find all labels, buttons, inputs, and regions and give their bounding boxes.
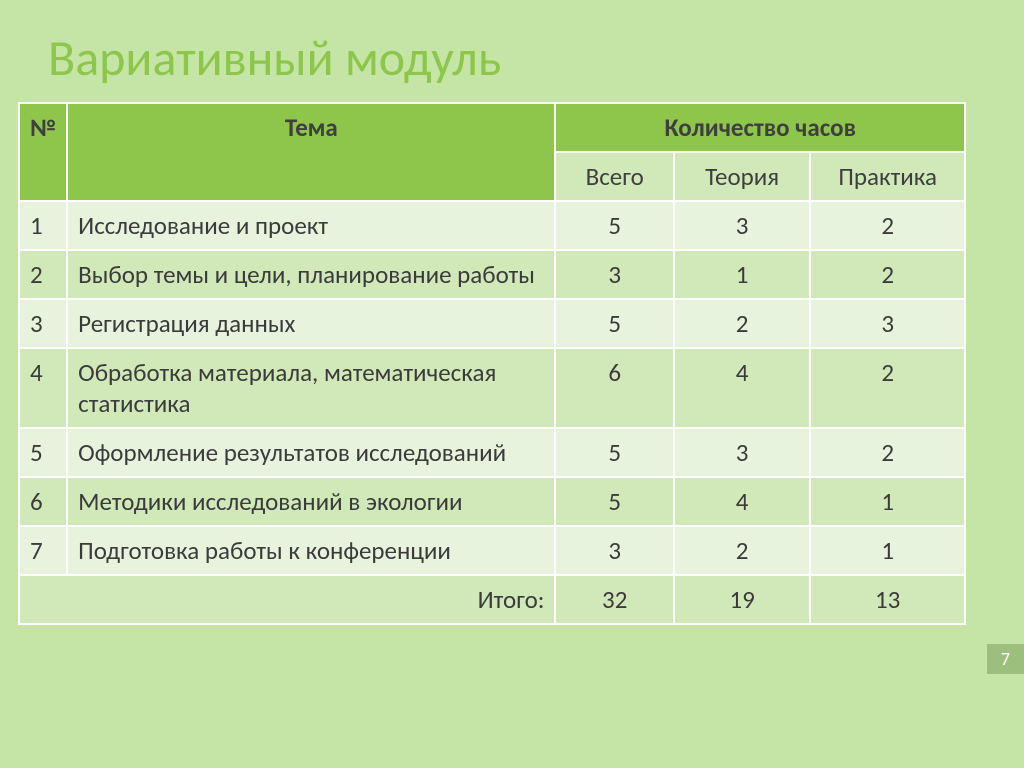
col-header-total: Всего [555,152,673,201]
cell-theory: 4 [674,477,810,526]
cell-topic: Оформление результатов исследований [67,428,555,477]
table-row: 2 Выбор темы и цели, планирование работы… [19,250,965,299]
cell-theory: 3 [674,201,810,250]
page-number: 7 [987,644,1024,674]
cell-num: 4 [19,348,67,428]
cell-total: 5 [555,201,673,250]
table-row: 5 Оформление результатов исследований 5 … [19,428,965,477]
cell-topic: Подготовка работы к конференции [67,526,555,575]
cell-num: 5 [19,428,67,477]
col-header-num: № [19,103,67,201]
table-row: 3 Регистрация данных 5 2 3 [19,299,965,348]
cell-theory: 1 [674,250,810,299]
cell-practice: 2 [810,250,965,299]
cell-total: 3 [555,250,673,299]
cell-total: 5 [555,428,673,477]
cell-theory: 2 [674,526,810,575]
cell-practice: 2 [810,428,965,477]
cell-practice: 2 [810,348,965,428]
cell-num: 6 [19,477,67,526]
cell-num: 2 [19,250,67,299]
cell-theory: 2 [674,299,810,348]
cell-num: 7 [19,526,67,575]
cell-total: 6 [555,348,673,428]
cell-theory: 4 [674,348,810,428]
cell-practice: 1 [810,526,965,575]
totals-row: Итого: 32 19 13 [19,575,965,624]
cell-topic: Исследование и проект [67,201,555,250]
cell-practice: 1 [810,477,965,526]
totals-theory: 19 [674,575,810,624]
col-header-topic: Тема [67,103,555,201]
table-row: 1 Исследование и проект 5 3 2 [19,201,965,250]
cell-theory: 3 [674,428,810,477]
totals-label: Итого: [19,575,555,624]
cell-practice: 3 [810,299,965,348]
page-title: Вариативный модуль [0,0,1024,95]
table-row: 6 Методики исследований в экологии 5 4 1 [19,477,965,526]
cell-topic: Выбор темы и цели, планирование работы [67,250,555,299]
cell-practice: 2 [810,201,965,250]
cell-num: 1 [19,201,67,250]
cell-total: 5 [555,477,673,526]
cell-total: 3 [555,526,673,575]
header-row-1: № Тема Количество часов [19,103,965,152]
table-row: 7 Подготовка работы к конференции 3 2 1 [19,526,965,575]
cell-topic: Регистрация данных [67,299,555,348]
totals-practice: 13 [810,575,965,624]
module-table: № Тема Количество часов Всего Теория Пра… [18,102,966,625]
table-row: 4 Обработка материала, математическая ст… [19,348,965,428]
cell-topic: Обработка материала, математическая стат… [67,348,555,428]
cell-topic: Методики исследований в экологии [67,477,555,526]
col-header-theory: Теория [674,152,810,201]
totals-total: 32 [555,575,673,624]
cell-total: 5 [555,299,673,348]
col-header-practice: Практика [810,152,965,201]
cell-num: 3 [19,299,67,348]
col-header-hours: Количество часов [555,103,965,152]
